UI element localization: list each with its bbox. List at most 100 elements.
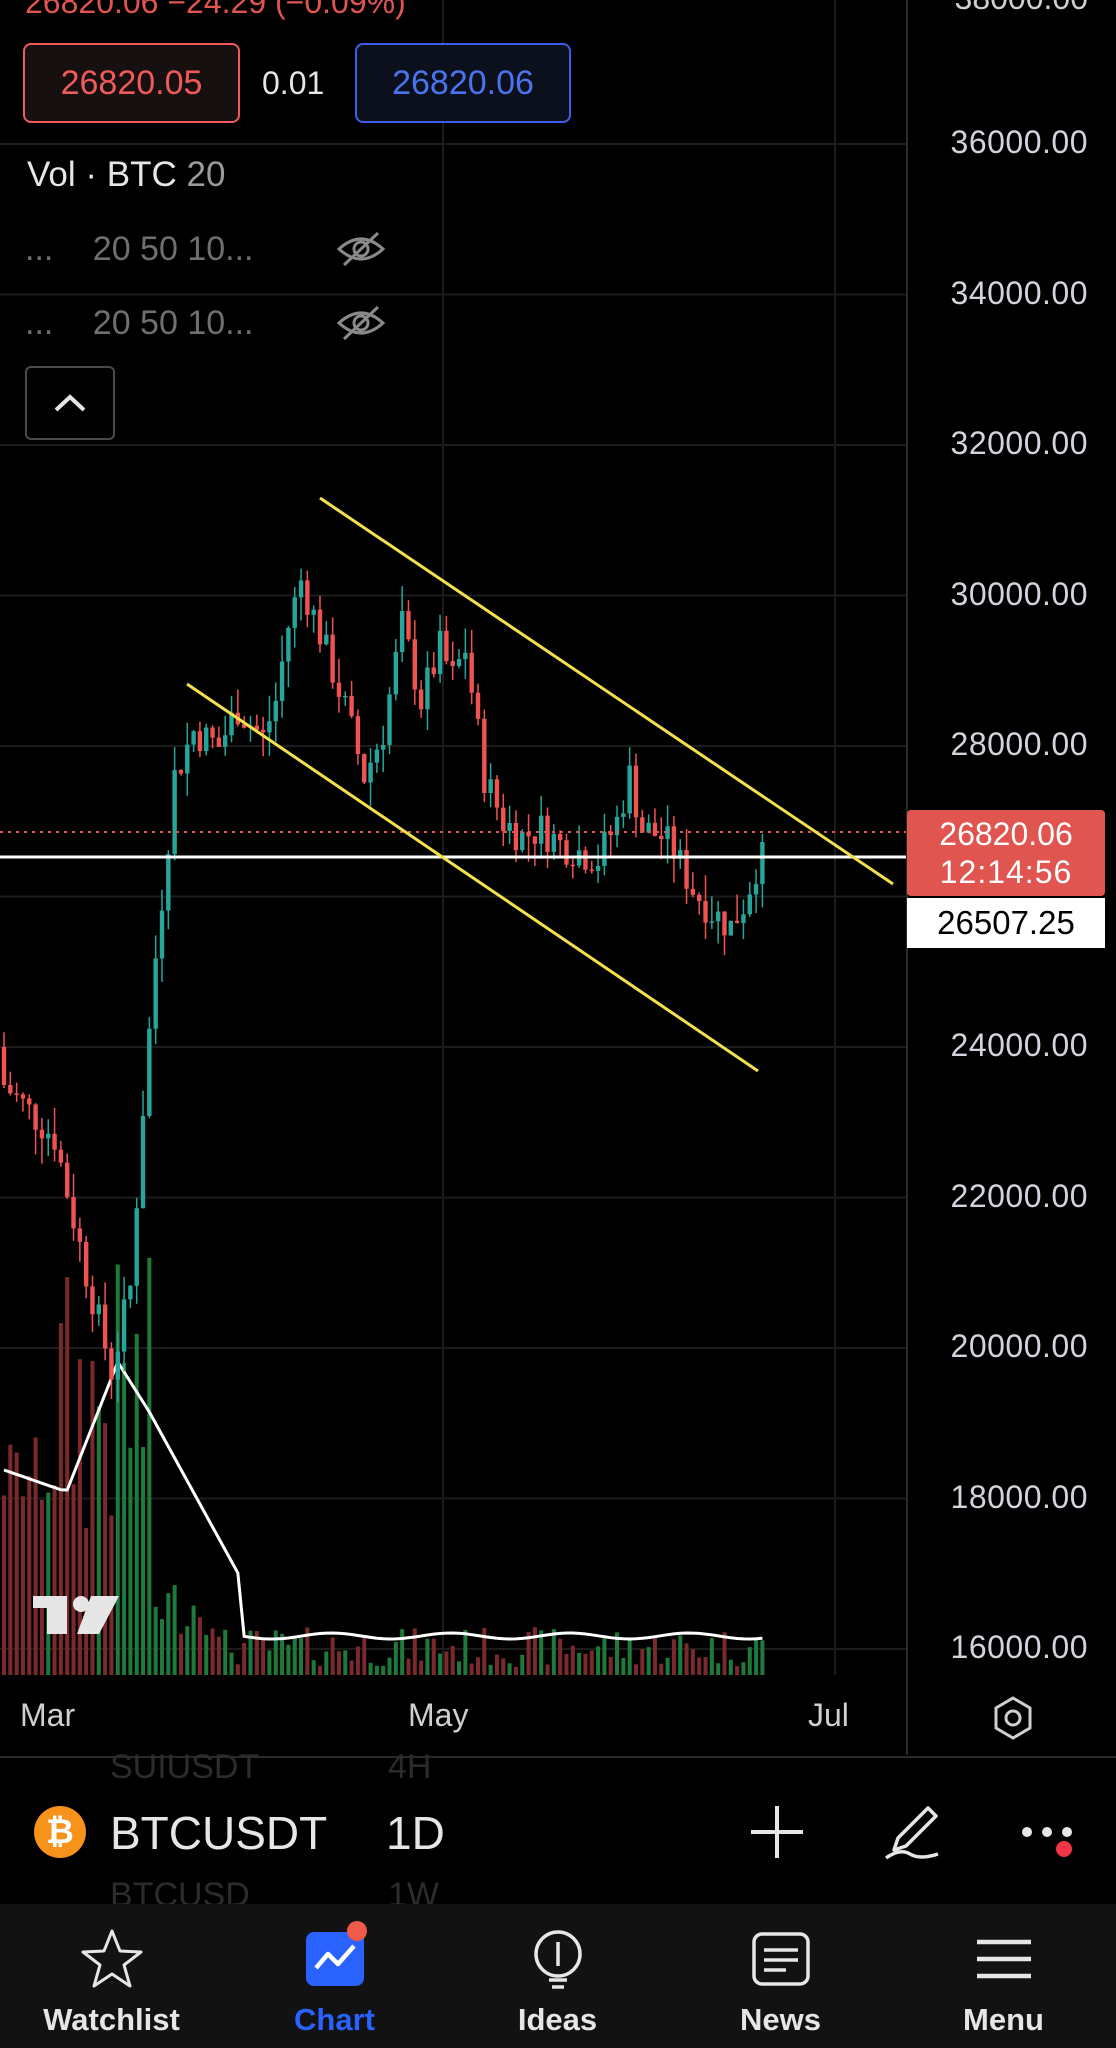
volume-bar (286, 1644, 291, 1675)
symbol-selector[interactable]: BTCUSDT (110, 1807, 328, 1859)
candle-body (96, 1304, 101, 1315)
candle-body (633, 765, 639, 818)
symbol-bar[interactable]: SUIUSDT 4H BTCUSD 1W (0, 1748, 1116, 1914)
candle-body (640, 817, 645, 833)
volume-bar (292, 1635, 297, 1675)
volume-bar (520, 1654, 525, 1675)
volume-bar (754, 1639, 759, 1675)
candle-body (8, 1084, 13, 1094)
more-options-icon[interactable] (1015, 1800, 1079, 1864)
volume-bar (134, 1333, 139, 1675)
tab-news[interactable]: News (669, 1904, 892, 2048)
candle-body (684, 850, 689, 889)
volume-bar (229, 1652, 234, 1675)
candle-body (431, 667, 436, 675)
candle-body (311, 609, 316, 615)
current-price-tag: 26820.06 12:14:56 (907, 810, 1105, 896)
time-axis-label: Mar (20, 1697, 76, 1733)
tab-watchlist[interactable]: Watchlist (0, 1904, 223, 2048)
volume-bar (374, 1665, 379, 1675)
candle-body (545, 815, 550, 852)
tab-chart[interactable]: Chart (223, 1904, 446, 2048)
volume-bar (494, 1654, 499, 1675)
candle-body (621, 813, 626, 817)
candle-body (355, 716, 361, 755)
hidden-eye-icon[interactable] (336, 303, 386, 343)
interval-selector[interactable]: 1D (386, 1807, 445, 1859)
price-axis-label: 30000.00 (950, 575, 1088, 612)
volume-bar (709, 1638, 714, 1675)
candle-body (450, 661, 455, 667)
volume-bar (583, 1653, 588, 1675)
candle-body (570, 864, 575, 867)
collapse-indicators-button[interactable] (25, 366, 115, 440)
drawing-pen-icon[interactable] (880, 1800, 944, 1864)
volume-bar (280, 1633, 285, 1675)
volume-bar (400, 1629, 405, 1675)
indicator-row-2[interactable]: ... 20 50 10... (25, 304, 253, 343)
volume-bars (2, 1257, 765, 1675)
candle-body (627, 765, 632, 814)
volume-bar (501, 1658, 506, 1675)
candle-body (539, 815, 544, 844)
candle-body (614, 816, 620, 836)
chart-settings-icon[interactable] (990, 1695, 1036, 1741)
tab-ideas[interactable]: Ideas (446, 1904, 669, 2048)
candle-body (709, 921, 715, 923)
volume-bar (166, 1593, 171, 1675)
hidden-eye-icon[interactable] (336, 229, 386, 269)
ghost-symbol-above: SUIUSDT (110, 1748, 260, 1786)
candle-body (273, 700, 278, 722)
candle-body (83, 1241, 89, 1287)
chart-area[interactable]: 26820.06 −24.29 (−0.09%) 38000.00 26820.… (0, 0, 1116, 1755)
volume-bar (311, 1660, 316, 1675)
buy-price-button[interactable]: 26820.06 (355, 43, 571, 123)
candle-body (77, 1228, 83, 1242)
candle-body (671, 826, 677, 859)
tab-menu[interactable]: Menu (892, 1904, 1115, 2048)
indicator-row-1[interactable]: ... 20 50 10... (25, 230, 253, 269)
divider (0, 1756, 1116, 1758)
volume-bar (577, 1652, 582, 1675)
volume-bar (39, 1499, 44, 1675)
menu-icon (976, 1939, 1031, 1979)
candle-body (20, 1094, 26, 1099)
candle-body (418, 689, 424, 710)
volume-bar (526, 1632, 531, 1675)
volume-indicator-legend[interactable]: Vol · BTC 20 (27, 155, 225, 195)
candle-body (46, 1133, 51, 1139)
chart-icon (305, 1932, 364, 1986)
price-axis-label: 28000.00 (950, 726, 1088, 762)
candle-body (532, 836, 538, 844)
horizontal-line-price-tag[interactable]: 26507.25 (907, 898, 1105, 948)
volume-bar (336, 1651, 341, 1675)
volume-bar (558, 1638, 563, 1675)
candle-body (703, 901, 708, 923)
tab-label: News (740, 2002, 821, 2037)
volume-bar (330, 1637, 335, 1675)
volume-bar (596, 1646, 601, 1675)
candle-body (330, 634, 335, 683)
volume-bar (216, 1636, 221, 1675)
candle-body (254, 725, 259, 730)
candle-body (557, 833, 563, 841)
volume-bar (393, 1641, 398, 1675)
candle-body (71, 1197, 76, 1229)
news-icon (751, 1932, 810, 1986)
sell-price-button[interactable]: 26820.05 (23, 43, 240, 123)
candle-body (715, 911, 721, 922)
candle-body (507, 823, 512, 831)
indicator-row-1-params: 20 50 10... (92, 230, 254, 268)
candle-body (387, 694, 392, 745)
volume-bar (254, 1631, 259, 1675)
volume-bar (141, 1447, 146, 1675)
candle-body (526, 831, 531, 837)
volume-bar (539, 1630, 544, 1675)
candle-body (659, 835, 664, 839)
price-axis-label: 22000.00 (950, 1177, 1088, 1214)
indicator-row-1-dots: ... (25, 230, 54, 268)
candle-body (690, 888, 696, 895)
volume-bar (172, 1585, 177, 1675)
price-chart[interactable] (0, 0, 1116, 1755)
add-icon[interactable] (745, 1800, 809, 1864)
